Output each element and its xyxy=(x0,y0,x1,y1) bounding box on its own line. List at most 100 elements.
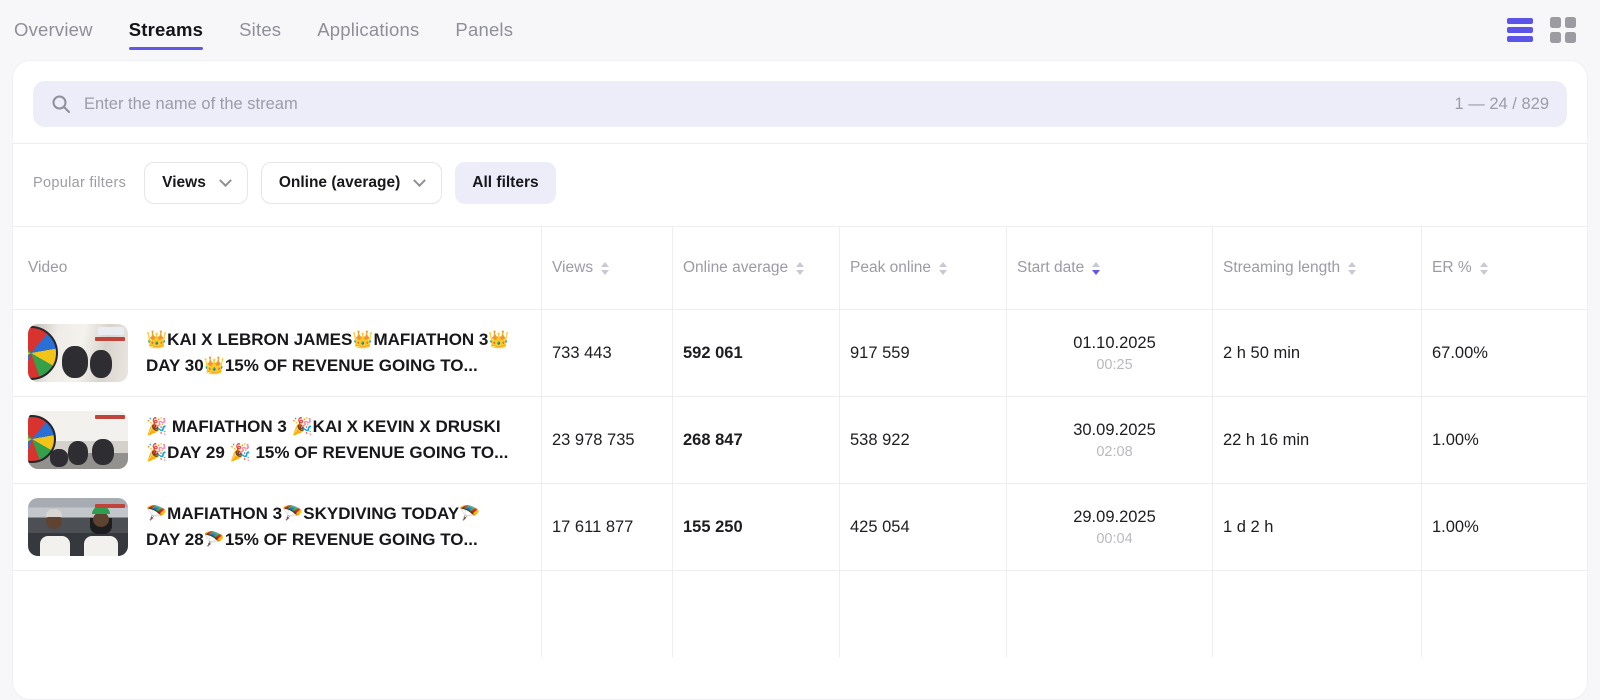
online-average-filter-dropdown[interactable]: Online (average) xyxy=(260,162,443,204)
start-date: 29.09.2025 xyxy=(1073,507,1156,526)
tab-panels[interactable]: Panels xyxy=(455,0,513,60)
thumbnail-figure-graphic xyxy=(92,506,110,514)
sort-icon[interactable] xyxy=(939,261,948,275)
peak-online-cell: 917 559 xyxy=(839,309,1006,396)
column-header-video-label: Video xyxy=(28,259,68,276)
start-date: 01.10.2025 xyxy=(1073,333,1156,352)
active-tab-underline xyxy=(128,47,204,50)
video-thumbnail[interactable] xyxy=(28,498,128,556)
video-title[interactable]: 👑KAI X LEBRON JAMES👑MAFIATHON 3👑 DAY 30👑… xyxy=(146,330,510,375)
column-header-views-label: Views xyxy=(552,259,594,276)
views-cell: 733 443 xyxy=(541,309,672,396)
online-average-filter-label: Online (average) xyxy=(278,174,401,191)
views-cell: 17 611 877 xyxy=(541,483,672,570)
result-range: 1 — 24 / 829 xyxy=(1454,94,1549,113)
tab-overview-label: Overview xyxy=(14,19,93,40)
search-input[interactable] xyxy=(84,94,1442,114)
grid-view-icon[interactable] xyxy=(1550,17,1576,43)
start-time: 00:04 xyxy=(1096,530,1133,547)
streams-card: 1 — 24 / 829 Popular filters Views Onlin… xyxy=(12,60,1588,700)
column-header-streaming-length[interactable]: Streaming length xyxy=(1212,227,1421,309)
chevron-down-icon xyxy=(413,173,427,187)
start-time: 00:25 xyxy=(1096,356,1133,373)
peak-online-cell: 538 922 xyxy=(839,396,1006,483)
er-percent-cell: 1.00% xyxy=(1421,483,1587,570)
views-filter-label: Views xyxy=(162,174,206,191)
top-bar: Overview Streams Sites Applications Pane… xyxy=(0,0,1600,60)
table-body: 👑KAI X LEBRON JAMES👑MAFIATHON 3👑 DAY 30👑… xyxy=(13,309,1587,657)
video-cell xyxy=(13,570,541,657)
thumbnail-figure-graphic xyxy=(84,536,118,556)
tab-sites-label: Sites xyxy=(239,19,282,40)
column-header-start-date[interactable]: Start date xyxy=(1006,227,1212,309)
video-cell: 🪂MAFIATHON 3🪂SKYDIVING TODAY🪂 DAY 28🪂15%… xyxy=(13,483,541,570)
start-date-cell xyxy=(1006,570,1212,657)
search-bar[interactable]: 1 — 24 / 829 xyxy=(33,81,1567,127)
thumbnail-figure-graphic xyxy=(40,536,70,556)
column-header-start-date-label: Start date xyxy=(1017,259,1085,276)
column-header-online-average[interactable]: Online average xyxy=(672,227,839,309)
views-filter-dropdown[interactable]: Views xyxy=(144,162,248,204)
start-date-cell: 30.09.2025 02:08 xyxy=(1006,396,1212,483)
streaming-length-cell xyxy=(1212,570,1421,657)
online-average-cell xyxy=(672,570,839,657)
column-header-er-percent[interactable]: ER % xyxy=(1421,227,1587,309)
thumbnail-figure-graphic xyxy=(68,441,88,465)
tab-streams[interactable]: Streams xyxy=(128,0,204,60)
filters-row: Popular filters Views Online (average) A… xyxy=(13,144,1587,226)
column-header-streaming-length-label: Streaming length xyxy=(1223,259,1341,276)
start-date-cell: 29.09.2025 00:04 xyxy=(1006,483,1212,570)
online-average-cell: 592 061 xyxy=(672,309,839,396)
view-toggle-group xyxy=(1507,17,1576,43)
table-row[interactable]: 🪂MAFIATHON 3🪂SKYDIVING TODAY🪂 DAY 28🪂15%… xyxy=(13,483,1587,570)
sort-icon[interactable] xyxy=(1348,261,1357,275)
peak-online-cell xyxy=(839,570,1006,657)
prize-wheel-graphic xyxy=(28,326,58,380)
table-row[interactable]: 👑KAI X LEBRON JAMES👑MAFIATHON 3👑 DAY 30👑… xyxy=(13,309,1587,396)
column-header-peak-online-label: Peak online xyxy=(850,259,932,276)
online-average-cell: 268 847 xyxy=(672,396,839,483)
tab-panels-label: Panels xyxy=(455,19,514,40)
views-cell xyxy=(541,570,672,657)
thumbnail-figure-graphic xyxy=(46,514,62,529)
start-date: 30.09.2025 xyxy=(1073,420,1156,439)
video-cell: 🎉 MAFIATHON 3 🎉KAI X KEVIN X DRUSKI 🎉DAY… xyxy=(13,396,541,483)
sort-icon[interactable] xyxy=(1479,261,1488,275)
views-cell: 23 978 735 xyxy=(541,396,672,483)
list-view-icon[interactable] xyxy=(1507,18,1533,42)
streams-table: Video Views Online average Peak online S… xyxy=(13,226,1587,657)
search-section: 1 — 24 / 829 xyxy=(13,61,1587,143)
column-header-online-average-label: Online average xyxy=(683,259,789,276)
divider xyxy=(13,143,1587,144)
video-thumbnail[interactable] xyxy=(28,324,128,382)
column-header-peak-online[interactable]: Peak online xyxy=(839,227,1006,309)
sort-icon[interactable] xyxy=(601,261,610,275)
tab-streams-label: Streams xyxy=(128,19,204,40)
sort-icon[interactable] xyxy=(796,261,805,275)
video-title[interactable]: 🪂MAFIATHON 3🪂SKYDIVING TODAY🪂 DAY 28🪂15%… xyxy=(146,504,481,549)
video-title[interactable]: 🎉 MAFIATHON 3 🎉KAI X KEVIN X DRUSKI 🎉DAY… xyxy=(146,417,509,462)
er-percent-cell: 67.00% xyxy=(1421,309,1587,396)
thumbnail-figure-graphic xyxy=(46,509,62,517)
video-thumbnail[interactable] xyxy=(28,411,128,469)
streaming-length-cell: 2 h 50 min xyxy=(1212,309,1421,396)
column-header-views[interactable]: Views xyxy=(541,227,672,309)
table-row-partial xyxy=(13,570,1587,657)
all-filters-button[interactable]: All filters xyxy=(455,162,556,204)
thumbnail-figure-graphic xyxy=(92,439,114,465)
streaming-length-cell: 1 d 2 h xyxy=(1212,483,1421,570)
video-cell: 👑KAI X LEBRON JAMES👑MAFIATHON 3👑 DAY 30👑… xyxy=(13,309,541,396)
thumbnail-banner-graphic xyxy=(95,415,125,419)
tab-sites[interactable]: Sites xyxy=(239,0,281,60)
sort-icon-active-desc[interactable] xyxy=(1092,261,1101,275)
er-percent-cell: 1.00% xyxy=(1421,396,1587,483)
table-row[interactable]: 🎉 MAFIATHON 3 🎉KAI X KEVIN X DRUSKI 🎉DAY… xyxy=(13,396,1587,483)
thumbnail-banner-graphic xyxy=(95,504,125,508)
thumbnail-figure-graphic xyxy=(93,512,109,527)
column-header-video: Video xyxy=(13,227,541,309)
tab-applications[interactable]: Applications xyxy=(317,0,419,60)
thumbnail-banner-graphic xyxy=(95,337,125,341)
tab-overview[interactable]: Overview xyxy=(14,0,93,60)
er-percent-cell xyxy=(1421,570,1587,657)
